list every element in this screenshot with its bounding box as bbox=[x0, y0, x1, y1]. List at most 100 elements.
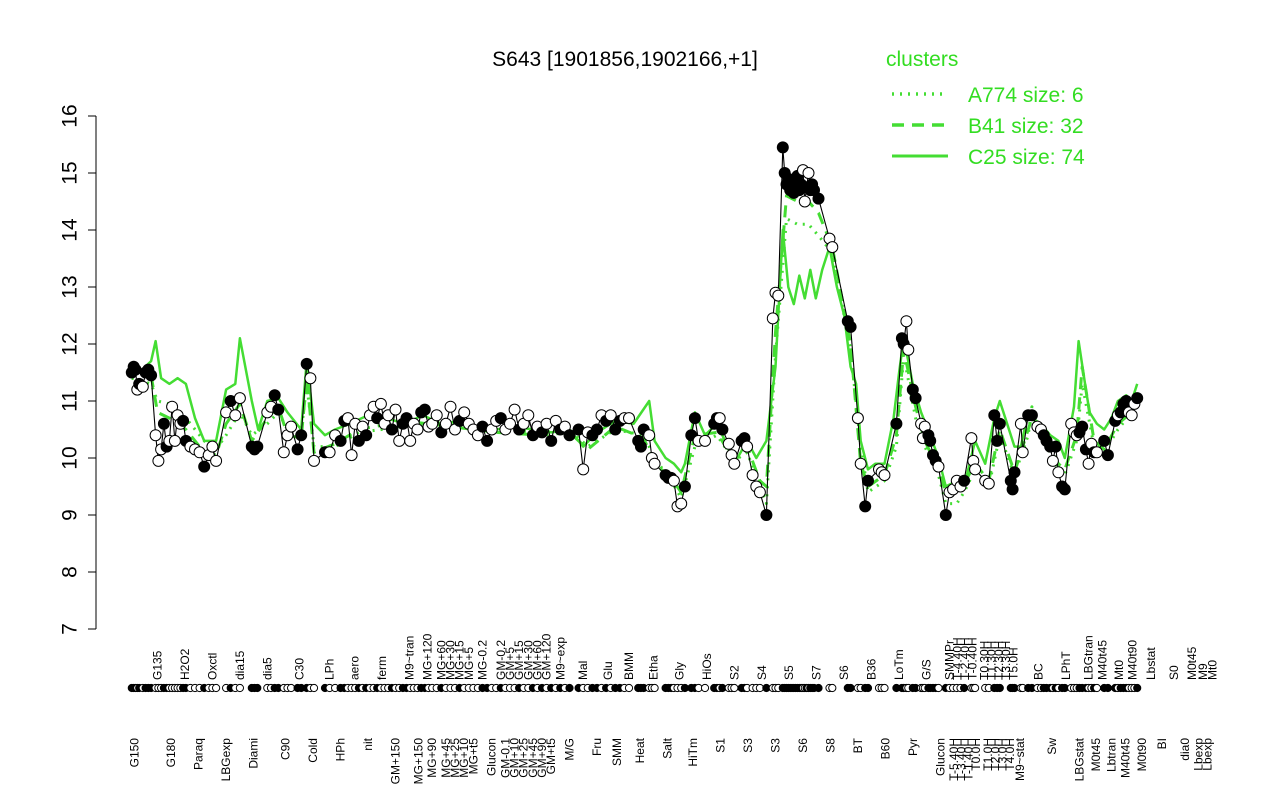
rug-marker bbox=[863, 683, 873, 693]
data-point bbox=[1049, 440, 1062, 453]
x-tick-label: GM+150 bbox=[389, 738, 403, 785]
data-point bbox=[648, 457, 661, 470]
data-point bbox=[939, 509, 952, 521]
x-tick-label: MG+150 bbox=[411, 738, 425, 785]
data-point bbox=[993, 417, 1006, 430]
y-tick-label: 9 bbox=[59, 509, 82, 521]
x-tick-label: S1 bbox=[714, 738, 728, 753]
series-line-dotted bbox=[131, 217, 1139, 506]
data-point bbox=[1058, 483, 1071, 496]
data-point bbox=[233, 392, 246, 405]
data-point bbox=[1101, 449, 1114, 462]
x-tick-label: M9~exp bbox=[553, 637, 567, 680]
x-tick-label: Glucon bbox=[933, 738, 947, 776]
x-tick-label: G135 bbox=[150, 650, 164, 680]
rug-marker bbox=[253, 683, 262, 693]
rug-marker bbox=[1133, 683, 1142, 693]
data-point bbox=[295, 429, 308, 442]
data-point bbox=[753, 486, 766, 499]
x-tick-label: G180 bbox=[164, 738, 178, 768]
data-point bbox=[385, 423, 398, 436]
data-point bbox=[643, 429, 656, 442]
x-tick-label: M40t45 bbox=[1095, 640, 1109, 680]
x-tick-label: S5 bbox=[782, 665, 796, 680]
x-tick-label: Mt0 bbox=[1112, 660, 1126, 680]
x-tick-label: Lbexp bbox=[1192, 738, 1206, 771]
data-point bbox=[991, 434, 1004, 447]
data-point bbox=[272, 403, 285, 416]
x-tick-label: MG+5 bbox=[462, 647, 476, 680]
data-point bbox=[859, 500, 872, 513]
rug-marker bbox=[235, 683, 244, 693]
data-point bbox=[145, 369, 158, 382]
rug-marker bbox=[880, 683, 889, 693]
data-point bbox=[688, 412, 701, 425]
legend-title: clusters bbox=[886, 48, 958, 71]
x-tick-label: S6 bbox=[796, 738, 810, 753]
data-point bbox=[308, 454, 320, 467]
data-point bbox=[251, 440, 264, 453]
sample-points bbox=[125, 141, 1144, 521]
data-point bbox=[924, 434, 937, 447]
x-tick-label: H2O2 bbox=[178, 648, 192, 680]
rug-marker bbox=[650, 683, 659, 693]
x-tick-label: LPhT bbox=[1059, 651, 1073, 680]
data-point bbox=[1076, 420, 1089, 433]
x-tick-label: T4.0H bbox=[1003, 738, 1017, 771]
chart-title: S643 [1901856,1902166,+1] bbox=[492, 48, 758, 71]
x-tick-label: MG+45 bbox=[439, 738, 453, 778]
data-point bbox=[168, 434, 181, 447]
data-point bbox=[900, 315, 913, 328]
legend: clusters A774 size: 6 B41 size: 32 C25 siz… bbox=[886, 48, 1085, 169]
legend-entry: A774 size: 6 bbox=[968, 84, 1084, 107]
x-tick-label: B36 bbox=[865, 658, 879, 680]
x-tick-label: LBGexp bbox=[219, 738, 233, 782]
data-point bbox=[728, 457, 741, 470]
data-point bbox=[545, 434, 558, 447]
x-tick-label: S8 bbox=[823, 738, 837, 753]
rug-marker bbox=[624, 683, 634, 693]
data-point bbox=[675, 497, 688, 510]
x-tick-label: Mt0 bbox=[1205, 660, 1219, 680]
data-point bbox=[210, 454, 223, 467]
x-tick-label: T2.0H bbox=[988, 738, 1002, 771]
data-point bbox=[1125, 409, 1138, 422]
data-point bbox=[1052, 466, 1065, 479]
x-tick-label: B60 bbox=[878, 738, 892, 760]
rug-marker bbox=[960, 683, 969, 693]
x-tick-label: GM+15 bbox=[512, 640, 526, 680]
x-tick-label: dia5 bbox=[260, 657, 274, 680]
data-point bbox=[1090, 446, 1103, 459]
data-point bbox=[988, 409, 1001, 422]
x-tick-label: Pyr bbox=[906, 738, 920, 756]
data-point bbox=[1008, 466, 1021, 479]
x-tick-label: HiTm bbox=[686, 738, 700, 767]
x-tick-label: T3.30H bbox=[999, 641, 1013, 680]
x-tick-label: BT bbox=[851, 737, 865, 753]
data-point bbox=[902, 343, 915, 356]
rug-marker bbox=[309, 683, 319, 693]
x-tick-label: M40t90 bbox=[1126, 640, 1140, 680]
x-tick-label: Paraq bbox=[192, 738, 206, 770]
data-point bbox=[393, 434, 406, 447]
data-point bbox=[1025, 409, 1038, 422]
x-tick-label: MG+25 bbox=[448, 738, 462, 778]
data-point bbox=[1016, 446, 1029, 459]
x-tick-label: S4 bbox=[755, 665, 769, 680]
x-tick-label: Diami bbox=[247, 738, 261, 769]
data-point bbox=[481, 434, 494, 447]
rug-marker bbox=[971, 683, 980, 693]
data-point bbox=[1046, 454, 1059, 467]
x-tick-label: HiOs bbox=[700, 653, 714, 680]
y-tick-label: 12 bbox=[59, 332, 82, 355]
x-tick-label: Glucon bbox=[485, 738, 499, 776]
x-tick-label: SMMPr bbox=[942, 640, 956, 680]
x-tick-label: M0t45 bbox=[1089, 738, 1103, 772]
data-point bbox=[206, 440, 219, 453]
rug-marker bbox=[828, 683, 837, 693]
data-point bbox=[667, 474, 680, 487]
data-point bbox=[323, 446, 336, 459]
x-tick-label: MG-0.2 bbox=[476, 640, 490, 680]
data-point bbox=[851, 412, 864, 425]
